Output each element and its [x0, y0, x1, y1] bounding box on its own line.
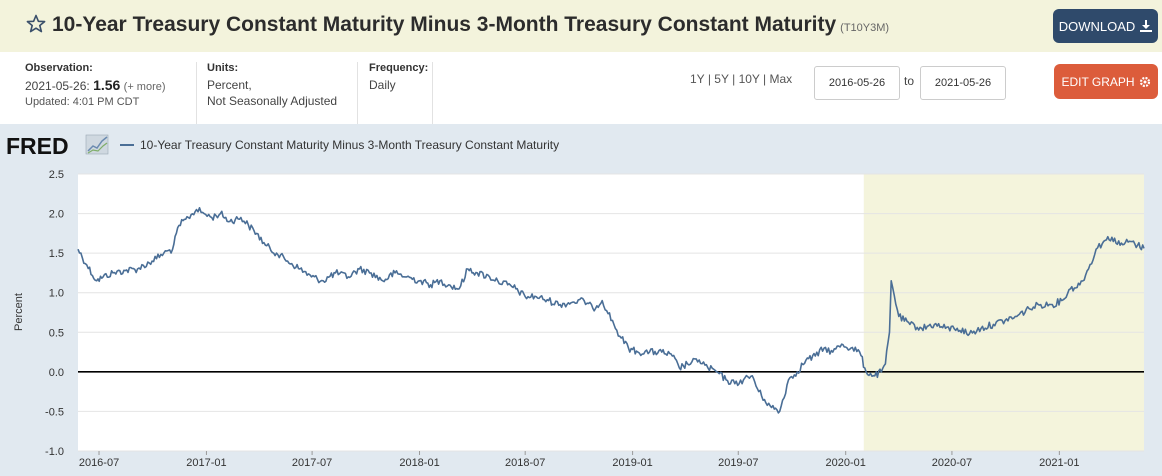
- download-button[interactable]: DOWNLOAD: [1053, 9, 1158, 43]
- series-id: (T10Y3M): [840, 22, 890, 34]
- x-tick-label: 2020-07: [932, 457, 972, 469]
- units-block: Units: Percent, Not Seasonally Adjusted: [207, 62, 337, 124]
- graph-area: FRED 10-Year Treasury Constant Maturity …: [0, 124, 1162, 476]
- fred-logo-chart-icon: [85, 134, 109, 155]
- recession-shading-layer: [863, 174, 1144, 451]
- x-tick-label: 2021-01: [1039, 457, 1079, 469]
- meta-bar: Observation: 2021-05-26: 1.56 (+ more) U…: [0, 52, 1162, 124]
- observation-label: Observation:: [25, 62, 93, 74]
- x-tick-label: 2019-07: [718, 457, 758, 469]
- x-tick-label: 2018-01: [399, 457, 439, 469]
- x-axis-ticks: 2016-07 2017-01 2017-07 2018-01 2018-07 2019-…: [79, 451, 1080, 469]
- to-label: to: [904, 74, 915, 88]
- range-links: 1Y | 5Y | 10Y | Max: [690, 72, 792, 86]
- gear-icon: [1139, 76, 1150, 87]
- x-tick-label: 2017-01: [186, 457, 226, 469]
- y-tick-label: 2.0: [49, 209, 64, 221]
- page-title: 10-Year Treasury Constant Maturity Minus…: [52, 13, 889, 37]
- recession-shading: [863, 174, 1144, 451]
- y-tick-label: 1.0: [49, 288, 64, 300]
- star-outline-icon[interactable]: [26, 14, 46, 34]
- frequency-label: Frequency:: [369, 62, 429, 74]
- line-chart: FRED 10-Year Treasury Constant Maturity …: [6, 133, 1145, 469]
- observation-value: 2021-05-26: 1.56 (+ more): [25, 77, 166, 95]
- observation-block: Observation: 2021-05-26: 1.56 (+ more) U…: [25, 62, 166, 124]
- meta-divider: [432, 62, 433, 124]
- units-line1: Percent,: [207, 78, 252, 92]
- download-label: DOWNLOAD: [1058, 18, 1136, 34]
- x-tick-label: 2017-07: [292, 457, 332, 469]
- updated-time: Updated: 4:01 PM CDT: [25, 96, 140, 108]
- units-line2: Not Seasonally Adjusted: [207, 94, 338, 108]
- units-label: Units:: [207, 62, 239, 74]
- y-tick-label: -1.0: [45, 446, 64, 458]
- start-date-input[interactable]: 2016-05-26: [814, 66, 900, 100]
- range-5y-link[interactable]: 5Y: [714, 72, 729, 86]
- range-separator: |: [763, 72, 767, 86]
- frequency-block: Frequency: Daily: [369, 62, 428, 124]
- range-separator: |: [732, 72, 736, 86]
- meta-divider: [357, 62, 358, 124]
- frequency-value: Daily: [369, 78, 396, 92]
- observation-date: 2021-05-26:: [25, 79, 90, 93]
- x-tick-label: 2019-01: [612, 457, 652, 469]
- range-10y-link[interactable]: 10Y: [738, 72, 760, 86]
- end-date-input[interactable]: 2021-05-26: [920, 66, 1006, 100]
- range-separator: |: [707, 72, 711, 86]
- y-axis-ticks: 2.5 2.0 1.5 1.0 0.5 0.0 -0.5 -1.0: [45, 169, 64, 458]
- y-tick-label: 1.5: [49, 248, 64, 260]
- range-max-link[interactable]: Max: [769, 72, 793, 86]
- legend-label: 10-Year Treasury Constant Maturity Minus…: [140, 138, 559, 152]
- y-tick-label: -0.5: [45, 406, 64, 418]
- edit-graph-label: EDIT GRAPH: [1061, 74, 1135, 89]
- title-bar: 10-Year Treasury Constant Maturity Minus…: [0, 0, 1162, 52]
- series-line: [77, 207, 1145, 414]
- x-tick-label: 2016-07: [79, 457, 119, 469]
- range-1y-link[interactable]: 1Y: [690, 72, 705, 86]
- edit-graph-button[interactable]: EDIT GRAPH: [1054, 64, 1158, 99]
- series-layer: [77, 207, 1145, 414]
- download-icon: [1140, 20, 1153, 32]
- fred-logo[interactable]: FRED: [6, 133, 69, 159]
- y-tick-label: 0.5: [49, 327, 64, 339]
- x-tick-label: 2020-01: [825, 457, 865, 469]
- y-tick-label: 2.5: [49, 169, 64, 181]
- meta-divider: [196, 62, 197, 124]
- y-axis-label: Percent: [13, 293, 25, 331]
- x-tick-label: 2018-07: [505, 457, 545, 469]
- series-title: 10-Year Treasury Constant Maturity Minus…: [52, 13, 837, 36]
- y-tick-label: 0.0: [49, 367, 64, 379]
- observation-number: 1.56: [93, 77, 121, 93]
- observation-more-link[interactable]: (+ more): [123, 81, 166, 93]
